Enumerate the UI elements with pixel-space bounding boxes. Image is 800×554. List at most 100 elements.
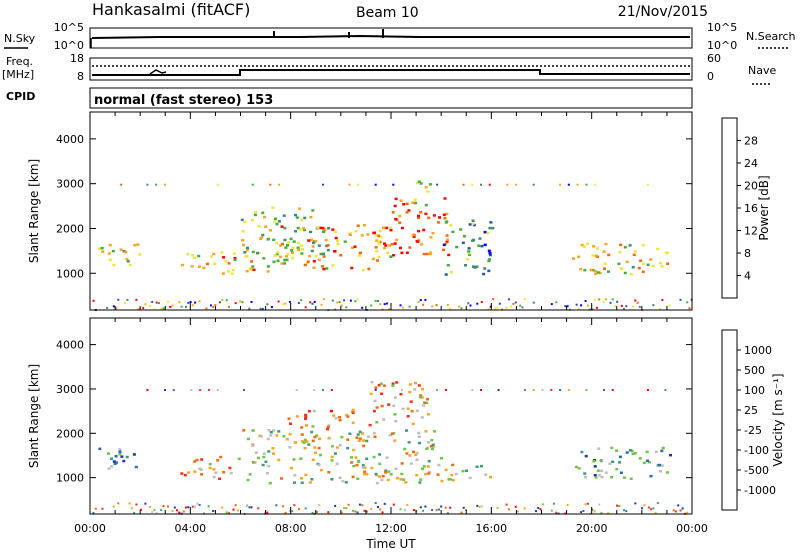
power-echo-cell bbox=[424, 203, 428, 207]
velocity-echo-cell bbox=[427, 472, 431, 475]
velocity-echo-cell bbox=[264, 460, 268, 463]
velocity-echo-cell bbox=[237, 457, 241, 461]
power-echo-cell bbox=[487, 259, 491, 263]
power-scatter-cell bbox=[189, 301, 192, 303]
power-echo-cell bbox=[210, 255, 213, 258]
power-echo-cell bbox=[583, 268, 587, 272]
date-title: 21/Nov/2015 bbox=[618, 4, 708, 20]
noise-left-bottom-tick: 10^0 bbox=[54, 39, 84, 52]
power-echo-cell bbox=[246, 246, 249, 250]
velocity-echo-cell bbox=[384, 471, 388, 474]
power-echo-cell bbox=[286, 244, 289, 247]
power-echo-cell bbox=[243, 220, 247, 224]
power-scatter-cell bbox=[519, 304, 522, 307]
power-scatter-cell bbox=[180, 305, 183, 308]
power-echo-cell bbox=[377, 255, 381, 259]
velocity-scatter-cell bbox=[178, 511, 181, 514]
velocity-echo-cell bbox=[357, 439, 361, 442]
velocity-echo-cell bbox=[406, 415, 410, 418]
power-echo-cell bbox=[298, 207, 302, 210]
power-echo-cell bbox=[260, 236, 264, 239]
velocity-echo-cell bbox=[600, 475, 604, 479]
power-echo-cell bbox=[244, 255, 248, 258]
power-echo-cell bbox=[271, 206, 275, 209]
velocity-echo-cell bbox=[346, 446, 350, 450]
power-echo-cell bbox=[391, 211, 395, 214]
velocity-echo-cell bbox=[374, 386, 378, 389]
velocity-echo-cell bbox=[646, 459, 649, 462]
velocity-scatter-cell bbox=[171, 510, 174, 513]
velocity-scatter-cell bbox=[496, 506, 499, 509]
velocity-scatter-cell bbox=[345, 507, 348, 510]
velocity-echo-cell bbox=[258, 434, 262, 438]
power-echo-cell bbox=[445, 234, 449, 237]
velocity-scatter-cell bbox=[191, 505, 194, 508]
velocity-echo-cell bbox=[268, 482, 272, 485]
velocity-scatter-cell bbox=[282, 505, 285, 508]
power-echo-cell bbox=[230, 272, 234, 275]
power-scatter-cell bbox=[505, 306, 508, 309]
velocity-echo-cell bbox=[389, 433, 392, 437]
velocity-echo-cell bbox=[305, 424, 308, 427]
velocity-scatter-cell bbox=[94, 507, 97, 510]
velocity-echo-cell bbox=[618, 455, 622, 459]
velocity-echo-cell bbox=[454, 472, 458, 476]
velocity-scatter-cell bbox=[431, 509, 434, 511]
velocity-echo-cell bbox=[409, 400, 413, 403]
velocity-scatter-cell bbox=[162, 505, 165, 508]
power-echo-cell bbox=[333, 250, 336, 253]
velocity-echo-cell bbox=[427, 470, 431, 474]
velocity-scatter-cell bbox=[406, 503, 409, 506]
velocity-echo-cell bbox=[288, 446, 292, 449]
velocity-echo-cell bbox=[352, 448, 356, 452]
velocity-echo-cell bbox=[436, 473, 440, 476]
velocity-echo-cell bbox=[120, 455, 124, 458]
velocity-echo-cell bbox=[365, 439, 369, 443]
velocity-echo-cell bbox=[615, 449, 619, 452]
power-scatter-cell bbox=[523, 298, 526, 300]
power-scatter-cell bbox=[564, 305, 567, 308]
power-scatter-cell bbox=[632, 305, 635, 308]
power-echo-cell bbox=[417, 216, 421, 220]
power-echo-cell bbox=[300, 252, 304, 255]
power-sparse-cell bbox=[506, 183, 509, 186]
velocity-echo-cell bbox=[251, 461, 255, 464]
power-scatter-cell bbox=[638, 305, 641, 308]
velocity-echo-cell bbox=[660, 449, 664, 453]
velocity-scatter-cell bbox=[196, 502, 199, 505]
velocity-echo-cell bbox=[305, 440, 309, 443]
power-echo-cell bbox=[389, 228, 393, 232]
velocity-echo-cell bbox=[431, 443, 435, 446]
velocity-sparse-cell bbox=[322, 389, 324, 391]
power-echo-cell bbox=[660, 265, 664, 268]
power-echo-cell bbox=[422, 252, 426, 256]
velocity-sparse-cell bbox=[497, 389, 500, 391]
velocity-echo-cell bbox=[422, 404, 426, 407]
velocity-echo-cell bbox=[304, 413, 308, 417]
velocity-echo-cell bbox=[415, 474, 419, 477]
velocity-echo-cell bbox=[275, 434, 279, 437]
power-echo-cell bbox=[283, 238, 287, 242]
power-colorbar-label: Power [dB] bbox=[757, 175, 771, 240]
velocity-scatter-cell bbox=[383, 502, 386, 505]
velocity-echo-cell bbox=[311, 439, 315, 443]
power-echo-cell bbox=[444, 242, 448, 245]
power-echo-cell bbox=[593, 269, 597, 273]
velocity-echo-cell bbox=[386, 478, 390, 482]
power-scatter-cell bbox=[661, 299, 664, 301]
freq-top-tick: 18 bbox=[70, 52, 84, 65]
velocity-echo-cell bbox=[350, 456, 353, 459]
power-echo-cell bbox=[413, 198, 417, 202]
velocity-sparse-cell bbox=[172, 389, 175, 391]
power-y-label: Slant Range [km] bbox=[27, 159, 41, 263]
noise-sky-trace bbox=[91, 34, 690, 39]
velocity-echo-cell bbox=[195, 458, 199, 462]
power-scatter-cell bbox=[422, 303, 425, 306]
power-echo-cell bbox=[321, 226, 325, 230]
velocity-echo-cell bbox=[408, 454, 412, 457]
power-echo-cell bbox=[487, 269, 491, 273]
power-echo-cell bbox=[190, 265, 194, 268]
velocity-scatter-cell bbox=[422, 509, 425, 512]
power-scatter-cell bbox=[370, 304, 373, 307]
velocity-xtick-label: 00:00 bbox=[676, 522, 708, 535]
